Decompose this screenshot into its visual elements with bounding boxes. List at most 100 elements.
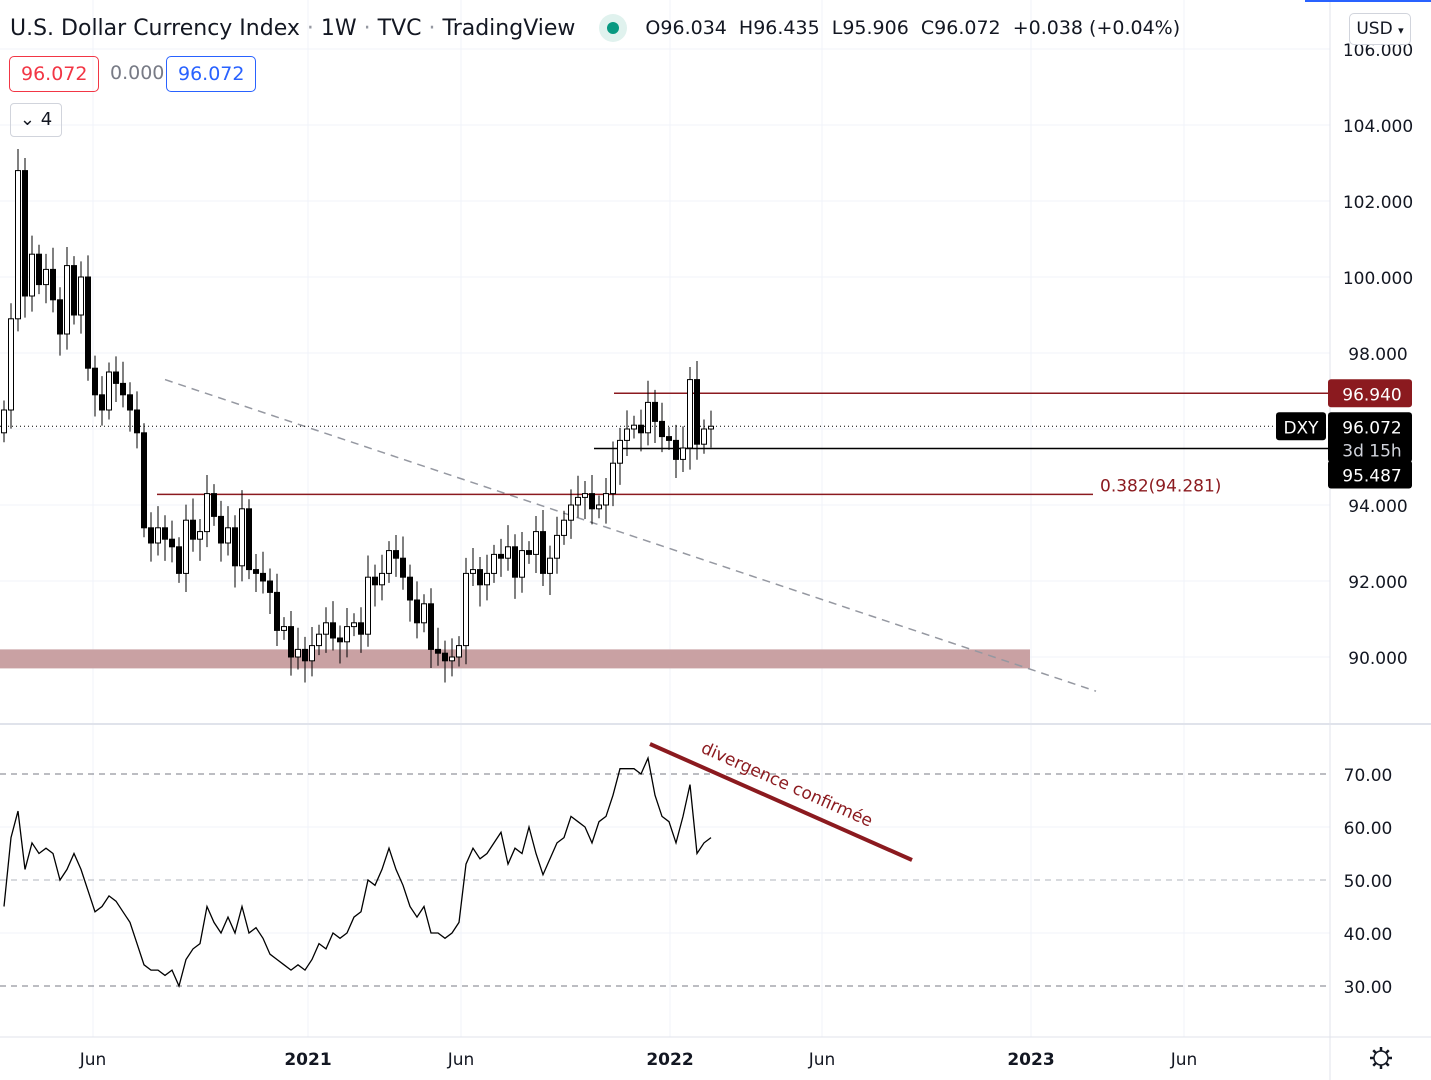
candle-body	[477, 569, 483, 586]
candle-body	[155, 527, 161, 544]
candle-body	[624, 428, 630, 441]
trendline	[164, 378, 1097, 692]
candle-body	[456, 645, 462, 658]
separator: ·	[363, 15, 371, 41]
price-tick: 90.000	[1348, 649, 1407, 669]
candle-body	[393, 550, 399, 559]
candle-body	[582, 493, 588, 498]
source: TradingView	[442, 15, 576, 41]
candle-body	[484, 572, 490, 586]
candle-body	[666, 436, 672, 441]
rsi-tick: 70.00	[1344, 766, 1393, 786]
candle-body	[232, 527, 238, 567]
change-value: +0.038 (+0.04%)	[1012, 17, 1181, 39]
candle-body	[64, 265, 70, 335]
candle-body	[414, 599, 420, 624]
horizontal-levels: 0.382(94.281)	[0, 392, 1330, 496]
currency-button[interactable]: USD ▾	[1349, 13, 1411, 45]
chevron-down-icon: ▾	[1398, 24, 1404, 37]
candle-body	[617, 439, 623, 464]
candle-body	[365, 576, 371, 635]
candle-body	[316, 633, 322, 647]
candle-body	[78, 276, 84, 316]
rsi-tick: 30.00	[1344, 978, 1393, 998]
candle-body	[694, 379, 700, 445]
candle-body	[113, 371, 119, 384]
symbol-label-bg	[1276, 412, 1326, 441]
spread-value: 0.000	[110, 62, 165, 84]
candle-body	[190, 519, 196, 540]
candle-body	[610, 462, 616, 495]
candle-body	[428, 603, 434, 650]
candle-body	[561, 519, 567, 536]
candle-body	[505, 546, 511, 559]
last-price-label-bg	[1328, 412, 1412, 463]
gear-icon[interactable]	[1370, 1047, 1392, 1069]
candle-body	[106, 371, 112, 411]
candle-body	[309, 645, 315, 662]
support-price-label: 95.487	[1342, 466, 1401, 486]
candle-body	[253, 569, 259, 574]
candle-body	[400, 557, 406, 578]
candle-body	[568, 504, 574, 521]
low-label: L	[831, 17, 843, 39]
candle-body	[526, 550, 532, 555]
support-price-label-bg	[1328, 460, 1412, 489]
candle-body	[554, 534, 560, 559]
rsi-tick: 40.00	[1344, 925, 1393, 945]
candle-body	[708, 425, 714, 430]
price-tick: 106.000	[1343, 41, 1413, 61]
rsi-line	[3, 755, 712, 988]
candle-body	[239, 508, 245, 567]
high-label: H	[738, 17, 754, 39]
candle-body	[8, 318, 14, 411]
support-zone	[0, 649, 1030, 669]
price-tick: 98.000	[1348, 345, 1407, 365]
exchange: TVC	[377, 15, 422, 41]
symbol-label: DXY	[1283, 418, 1319, 438]
close-value: 96.072	[934, 17, 1001, 39]
candle-body	[141, 432, 147, 529]
rsi-pane: divergence confirmée	[0, 723, 1431, 988]
time-tick: Jun	[808, 1050, 836, 1070]
candle-body	[99, 394, 105, 411]
candle-body	[204, 493, 210, 533]
candle-body	[379, 572, 385, 586]
candle-body	[295, 648, 301, 658]
candle-body	[512, 546, 518, 578]
indicators-toggle-button[interactable]: ⌄ 4	[10, 103, 62, 137]
interval[interactable]: 1W	[320, 15, 357, 41]
candle-body	[162, 527, 168, 540]
resistance-price-label-bg	[1328, 379, 1412, 408]
candle-body	[652, 401, 658, 422]
candle-body	[267, 580, 273, 593]
candle-body	[43, 268, 49, 286]
candle-body	[85, 276, 91, 369]
candle-body	[673, 439, 679, 460]
candle-body	[540, 531, 546, 574]
candle-body	[1, 409, 7, 434]
symbol-name[interactable]: U.S. Dollar Currency Index	[10, 15, 300, 41]
time-tick: Jun	[1170, 1050, 1198, 1070]
candle-body	[386, 550, 392, 574]
candle-body	[344, 626, 350, 643]
price-tick: 104.000	[1343, 117, 1413, 137]
candle-body	[463, 572, 469, 647]
candle-body	[330, 622, 336, 639]
candle-body	[358, 622, 364, 635]
low-value: 95.906	[842, 17, 909, 39]
open-value: 96.034	[660, 17, 727, 39]
time-tick: 2022	[646, 1050, 693, 1070]
candle-body	[421, 603, 427, 624]
candle-body	[407, 576, 413, 601]
candle-body	[15, 170, 21, 320]
fib-label: 0.382(94.281)	[1100, 476, 1221, 496]
candle-body	[659, 420, 665, 438]
buy-button[interactable]: 96.072	[166, 56, 257, 92]
sell-button[interactable]: 96.072	[9, 56, 100, 92]
market-open-icon	[599, 14, 628, 42]
candle-body	[701, 428, 707, 445]
candle-body	[638, 424, 644, 434]
